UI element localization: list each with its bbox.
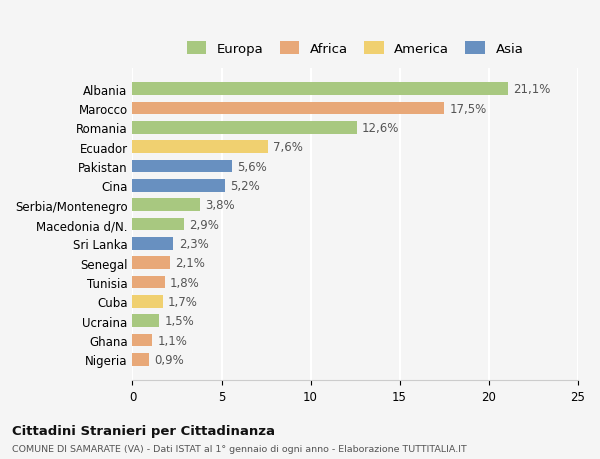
Bar xyxy=(133,180,225,192)
Bar xyxy=(133,161,232,173)
Text: COMUNE DI SAMARATE (VA) - Dati ISTAT al 1° gennaio di ogni anno - Elaborazione T: COMUNE DI SAMARATE (VA) - Dati ISTAT al … xyxy=(12,444,467,453)
Text: 0,9%: 0,9% xyxy=(154,353,184,366)
Bar xyxy=(133,122,357,134)
Text: 2,3%: 2,3% xyxy=(179,237,209,250)
Bar xyxy=(133,353,149,366)
Bar xyxy=(133,257,170,269)
Text: 2,9%: 2,9% xyxy=(190,218,220,231)
Bar xyxy=(133,276,164,289)
Bar xyxy=(133,218,184,231)
Legend: Europa, Africa, America, Asia: Europa, Africa, America, Asia xyxy=(183,39,527,60)
Bar xyxy=(133,238,173,250)
Text: 2,1%: 2,1% xyxy=(175,257,205,270)
Text: 12,6%: 12,6% xyxy=(362,122,400,134)
Bar xyxy=(133,296,163,308)
Bar xyxy=(133,141,268,154)
Bar xyxy=(133,199,200,212)
Text: 1,5%: 1,5% xyxy=(164,314,194,328)
Text: Cittadini Stranieri per Cittadinanza: Cittadini Stranieri per Cittadinanza xyxy=(12,424,275,437)
Text: 7,6%: 7,6% xyxy=(273,141,303,154)
Text: 21,1%: 21,1% xyxy=(514,83,551,96)
Bar xyxy=(133,315,159,327)
Bar xyxy=(133,102,444,115)
Bar xyxy=(133,334,152,347)
Text: 1,1%: 1,1% xyxy=(157,334,187,347)
Text: 17,5%: 17,5% xyxy=(449,102,487,115)
Text: 5,6%: 5,6% xyxy=(238,160,267,173)
Text: 5,2%: 5,2% xyxy=(230,179,260,192)
Bar xyxy=(133,83,508,96)
Text: 1,7%: 1,7% xyxy=(168,295,198,308)
Text: 3,8%: 3,8% xyxy=(205,199,235,212)
Text: 1,8%: 1,8% xyxy=(170,276,200,289)
